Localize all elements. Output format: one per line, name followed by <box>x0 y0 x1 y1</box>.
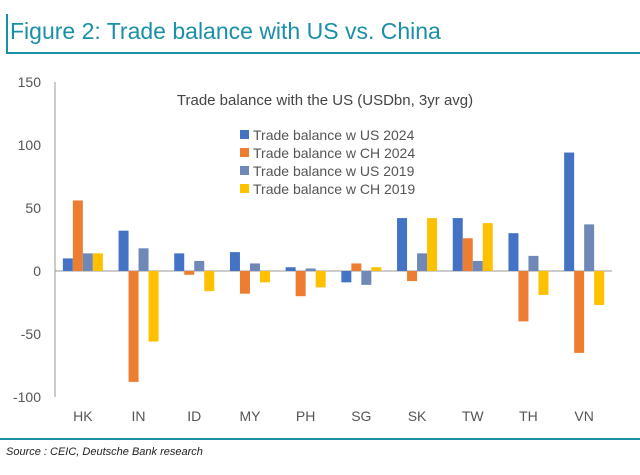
bar <box>128 271 139 382</box>
bar <box>417 253 428 271</box>
bar <box>194 260 205 271</box>
bar <box>92 253 103 271</box>
bar <box>564 152 575 271</box>
y-tick-label: 150 <box>18 74 42 90</box>
bar <box>138 248 149 271</box>
bar <box>295 271 306 297</box>
x-tick-label: TH <box>519 408 538 424</box>
bar <box>538 271 549 295</box>
bar <box>259 271 270 283</box>
bar <box>62 258 73 271</box>
bar <box>72 200 83 271</box>
bar <box>305 268 316 271</box>
bar <box>239 271 250 294</box>
x-tick-label: HK <box>73 408 93 424</box>
legend-swatch <box>240 148 249 157</box>
chart-title: Trade balance with the US (USDbn, 3yr av… <box>177 92 473 109</box>
x-tick-label: SG <box>351 408 371 424</box>
x-tick-label: SK <box>408 408 427 424</box>
legend-label: Trade balance w US 2024 <box>253 127 415 143</box>
legend-label: Trade balance w CH 2024 <box>253 145 415 161</box>
source-note: Source : CEIC, Deutsche Bank research <box>6 446 203 458</box>
bar-chart: -100 -50 0 50 100 150 Trade balance with the U… <box>13 74 612 424</box>
legend-swatch <box>240 184 249 193</box>
legend-label: Trade balance w CH 2019 <box>253 181 415 197</box>
title-divider <box>6 52 640 54</box>
bar <box>397 218 408 271</box>
bar <box>594 271 605 306</box>
footer-divider <box>0 438 640 440</box>
bar <box>204 271 215 292</box>
legend-label: Trade balance w US 2019 <box>253 163 415 179</box>
bar <box>528 255 539 271</box>
x-tick-label: TW <box>462 408 485 424</box>
bar <box>371 267 382 271</box>
bar <box>508 233 519 271</box>
bar <box>148 271 159 342</box>
bar <box>229 252 240 271</box>
bar <box>285 267 296 271</box>
title-accent <box>6 14 8 54</box>
bar <box>315 271 326 288</box>
bar <box>341 271 352 283</box>
bar <box>118 230 129 271</box>
bar <box>452 218 463 271</box>
x-tick-label: ID <box>187 408 201 424</box>
y-tick-label: -100 <box>13 389 41 405</box>
bar <box>249 263 260 271</box>
bar <box>584 224 595 271</box>
bar <box>184 271 195 275</box>
bar <box>482 223 493 271</box>
bar <box>472 260 483 271</box>
y-tick-label: 100 <box>18 137 42 153</box>
bar <box>518 271 529 322</box>
x-tick-label: IN <box>132 408 146 424</box>
legend-swatch <box>240 130 249 139</box>
bar <box>427 218 438 271</box>
bar <box>351 263 362 271</box>
y-tick-label: 50 <box>25 200 41 216</box>
bar <box>407 271 418 282</box>
figure-title: Figure 2: Trade balance with US vs. Chin… <box>10 18 441 44</box>
bar <box>361 271 372 285</box>
y-tick-label: -50 <box>21 326 41 342</box>
legend-swatch <box>240 166 249 175</box>
bar <box>82 253 93 271</box>
bar <box>574 271 585 353</box>
x-tick-label: MY <box>239 408 261 424</box>
x-tick-label: VN <box>574 408 593 424</box>
bar <box>462 238 473 271</box>
x-tick-label: PH <box>296 408 315 424</box>
y-tick-label: 0 <box>33 263 41 279</box>
bar <box>174 253 185 271</box>
